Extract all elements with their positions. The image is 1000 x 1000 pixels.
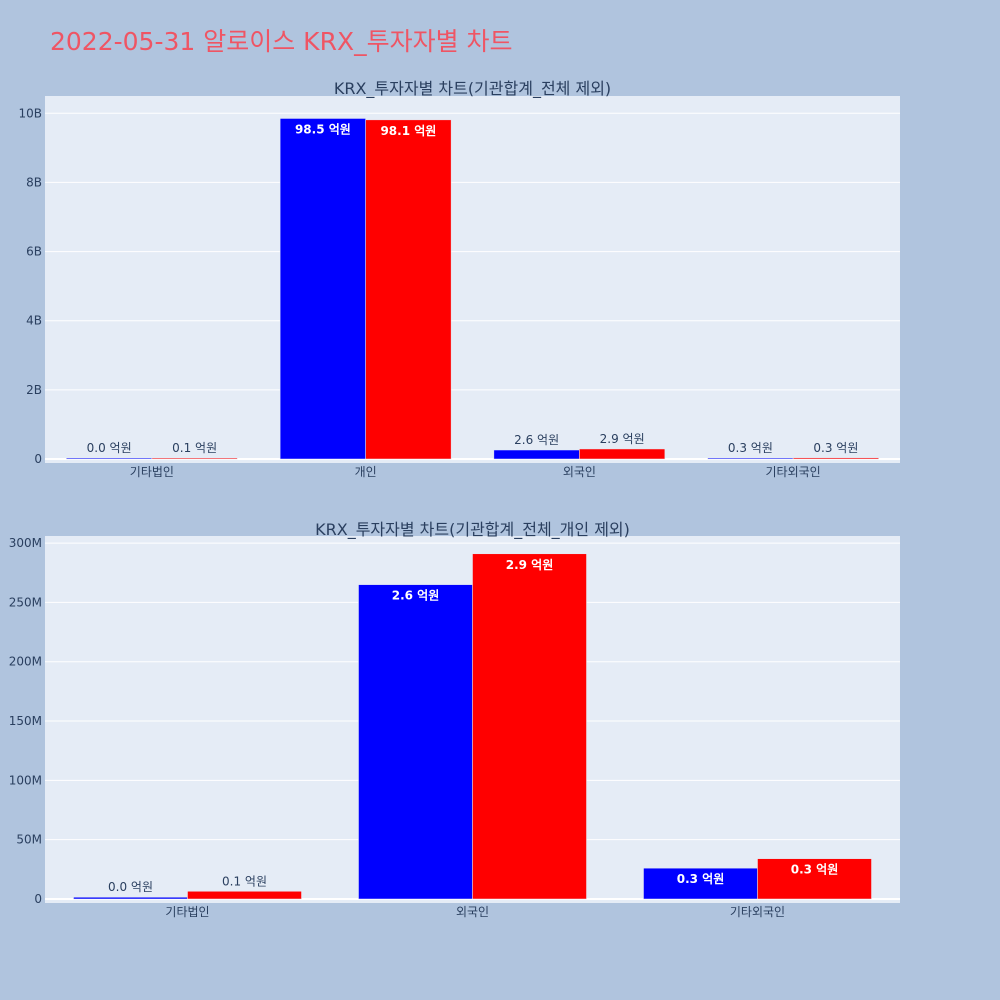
chart-title: KRX_투자자별 차트(기관합계_전체 제외) (334, 79, 611, 99)
y-tick-label: 250M (9, 595, 42, 609)
data-label: 0.1 억원 (172, 441, 217, 455)
data-label: 0.0 억원 (87, 441, 132, 455)
data-label: 2.6 억원 (392, 589, 440, 603)
data-label: 2.9 억원 (506, 558, 554, 572)
y-tick-label: 200M (9, 655, 42, 669)
y-tick-label: 6B (26, 245, 42, 259)
y-tick-label: 8B (26, 175, 42, 189)
bar (187, 891, 302, 900)
data-label: 0.0 억원 (108, 880, 153, 894)
bar (73, 896, 188, 900)
bar (358, 584, 473, 900)
bar (472, 553, 587, 900)
y-tick-label: 100M (9, 773, 42, 787)
x-tick-label: 기타법인 (165, 905, 209, 919)
x-tick-label: 기타외국인 (730, 905, 785, 919)
y-tick-label: 2B (26, 383, 42, 397)
data-label: 98.1 억원 (380, 124, 436, 138)
y-tick-label: 10B (18, 106, 42, 120)
data-label: 0.3 억원 (677, 872, 725, 886)
data-label: 0.1 억원 (222, 874, 267, 888)
x-tick-label: 외국인 (563, 465, 596, 479)
bar (643, 867, 758, 900)
data-label: 2.9 억원 (600, 432, 645, 446)
chart-title: KRX_투자자별 차트(기관합계_전체_개인 제외) (315, 520, 630, 540)
data-label: 0.3 억원 (791, 863, 839, 877)
plot-area (45, 96, 900, 463)
data-label: 0.3 억원 (813, 441, 858, 455)
y-tick-label: 4B (26, 314, 42, 328)
chart-1: 0 2B 4B 6B 8B 10B KRX_투자자별 차트(기관합계_전체 제외) 기타법인 0… (18, 79, 900, 479)
bar (365, 119, 452, 460)
bar (707, 457, 794, 460)
bar (279, 118, 366, 460)
y-tick-label: 0 (34, 452, 42, 466)
data-label: 0.3 억원 (728, 441, 773, 455)
bar (493, 449, 580, 460)
bar (792, 457, 879, 460)
bar (757, 858, 872, 900)
bar (66, 457, 153, 460)
y-tick-label: 50M (16, 833, 42, 847)
x-tick-label: 외국인 (456, 905, 489, 919)
bar (151, 457, 238, 460)
y-tick-label: 150M (9, 714, 42, 728)
chart-2: 0 50M 100M 150M 200M 250M 300M KRX_투자자별 차트(기관합계… (9, 520, 900, 919)
data-label: 98.5 억원 (295, 122, 351, 136)
x-tick-label: 기타외국인 (766, 465, 821, 479)
page-title: 2022-05-31 알로이스 KRX_투자자별 차트 (50, 27, 513, 56)
bar (579, 448, 666, 460)
y-tick-label: 300M (9, 536, 42, 550)
y-tick-label: 0 (34, 892, 42, 906)
data-label: 2.6 억원 (514, 433, 559, 447)
x-tick-label: 기타법인 (130, 465, 174, 479)
x-tick-label: 개인 (355, 465, 377, 479)
